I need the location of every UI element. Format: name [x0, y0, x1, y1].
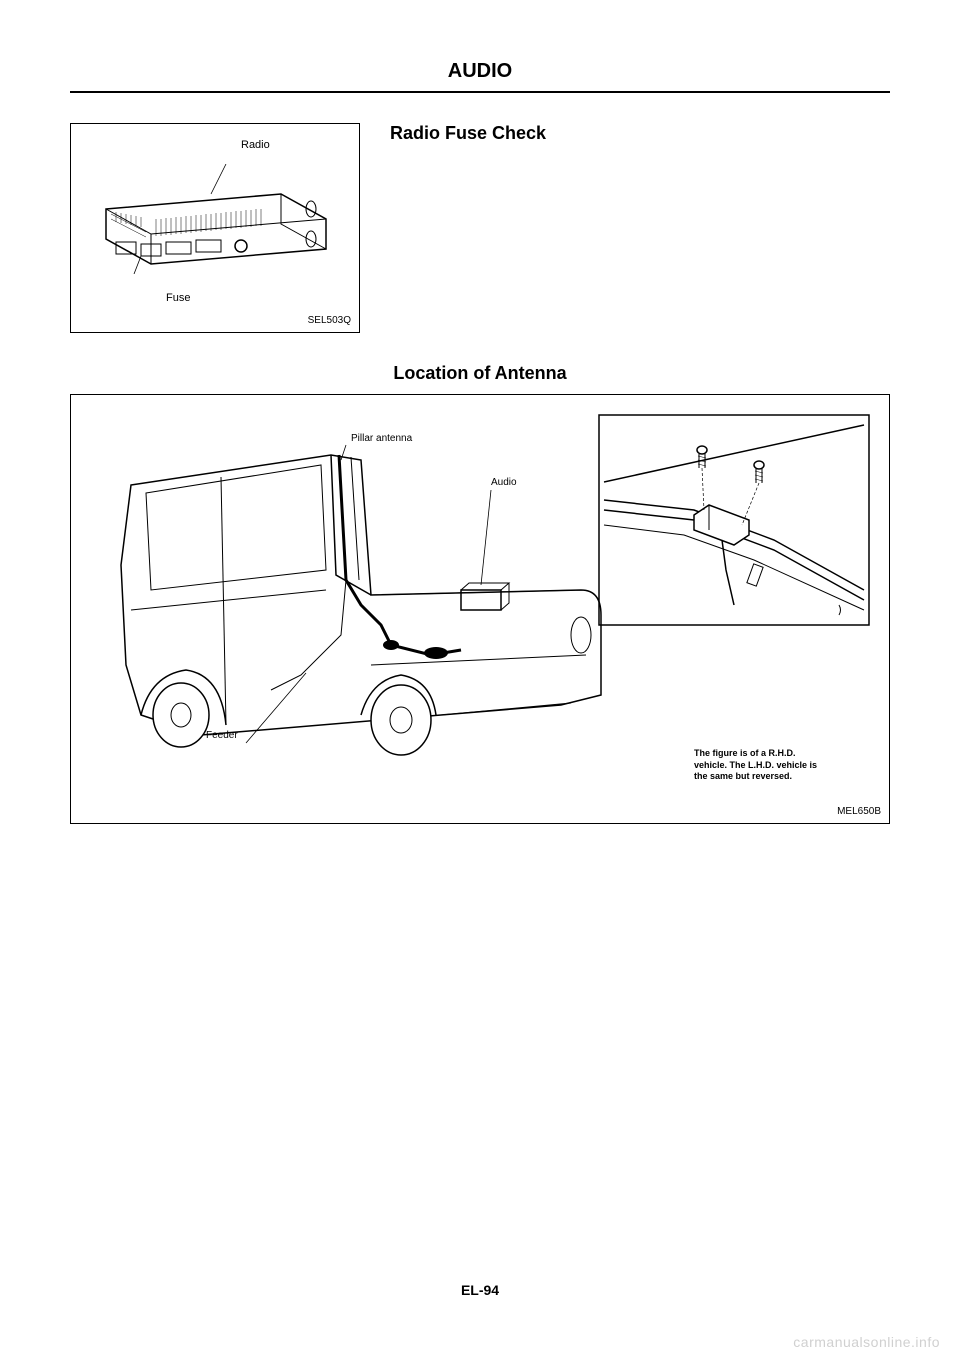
antenna-heading: Location of Antenna: [70, 363, 890, 384]
note-line-1: The figure is of a R.H.D.: [694, 748, 796, 758]
note-line-3: the same but reversed.: [694, 771, 792, 781]
detail-drawing: [594, 410, 874, 630]
antenna-figure-code: MEL650B: [837, 806, 881, 817]
section-title: AUDIO: [70, 60, 890, 83]
radio-label: Radio: [241, 139, 270, 151]
antenna-figure: Pillar antenna Audio Feeder: [70, 394, 890, 824]
top-row: Radio: [70, 123, 890, 333]
page-number: EL-94: [461, 1282, 499, 1298]
radio-fuse-heading: Radio Fuse Check: [390, 123, 546, 144]
title-underline: [70, 91, 890, 93]
fuse-label: Fuse: [166, 292, 190, 304]
radio-figure-code: SEL503Q: [308, 315, 351, 326]
note-text: The figure is of a R.H.D. vehicle. The L…: [694, 748, 869, 783]
radio-drawing: [86, 164, 341, 274]
vehicle-drawing: [91, 415, 631, 785]
radio-fuse-figure: Radio: [70, 123, 360, 333]
watermark: carmanualsonline.info: [793, 1334, 940, 1350]
page-container: AUDIO Radio: [0, 0, 960, 1358]
note-line-2: vehicle. The L.H.D. vehicle is: [694, 760, 817, 770]
